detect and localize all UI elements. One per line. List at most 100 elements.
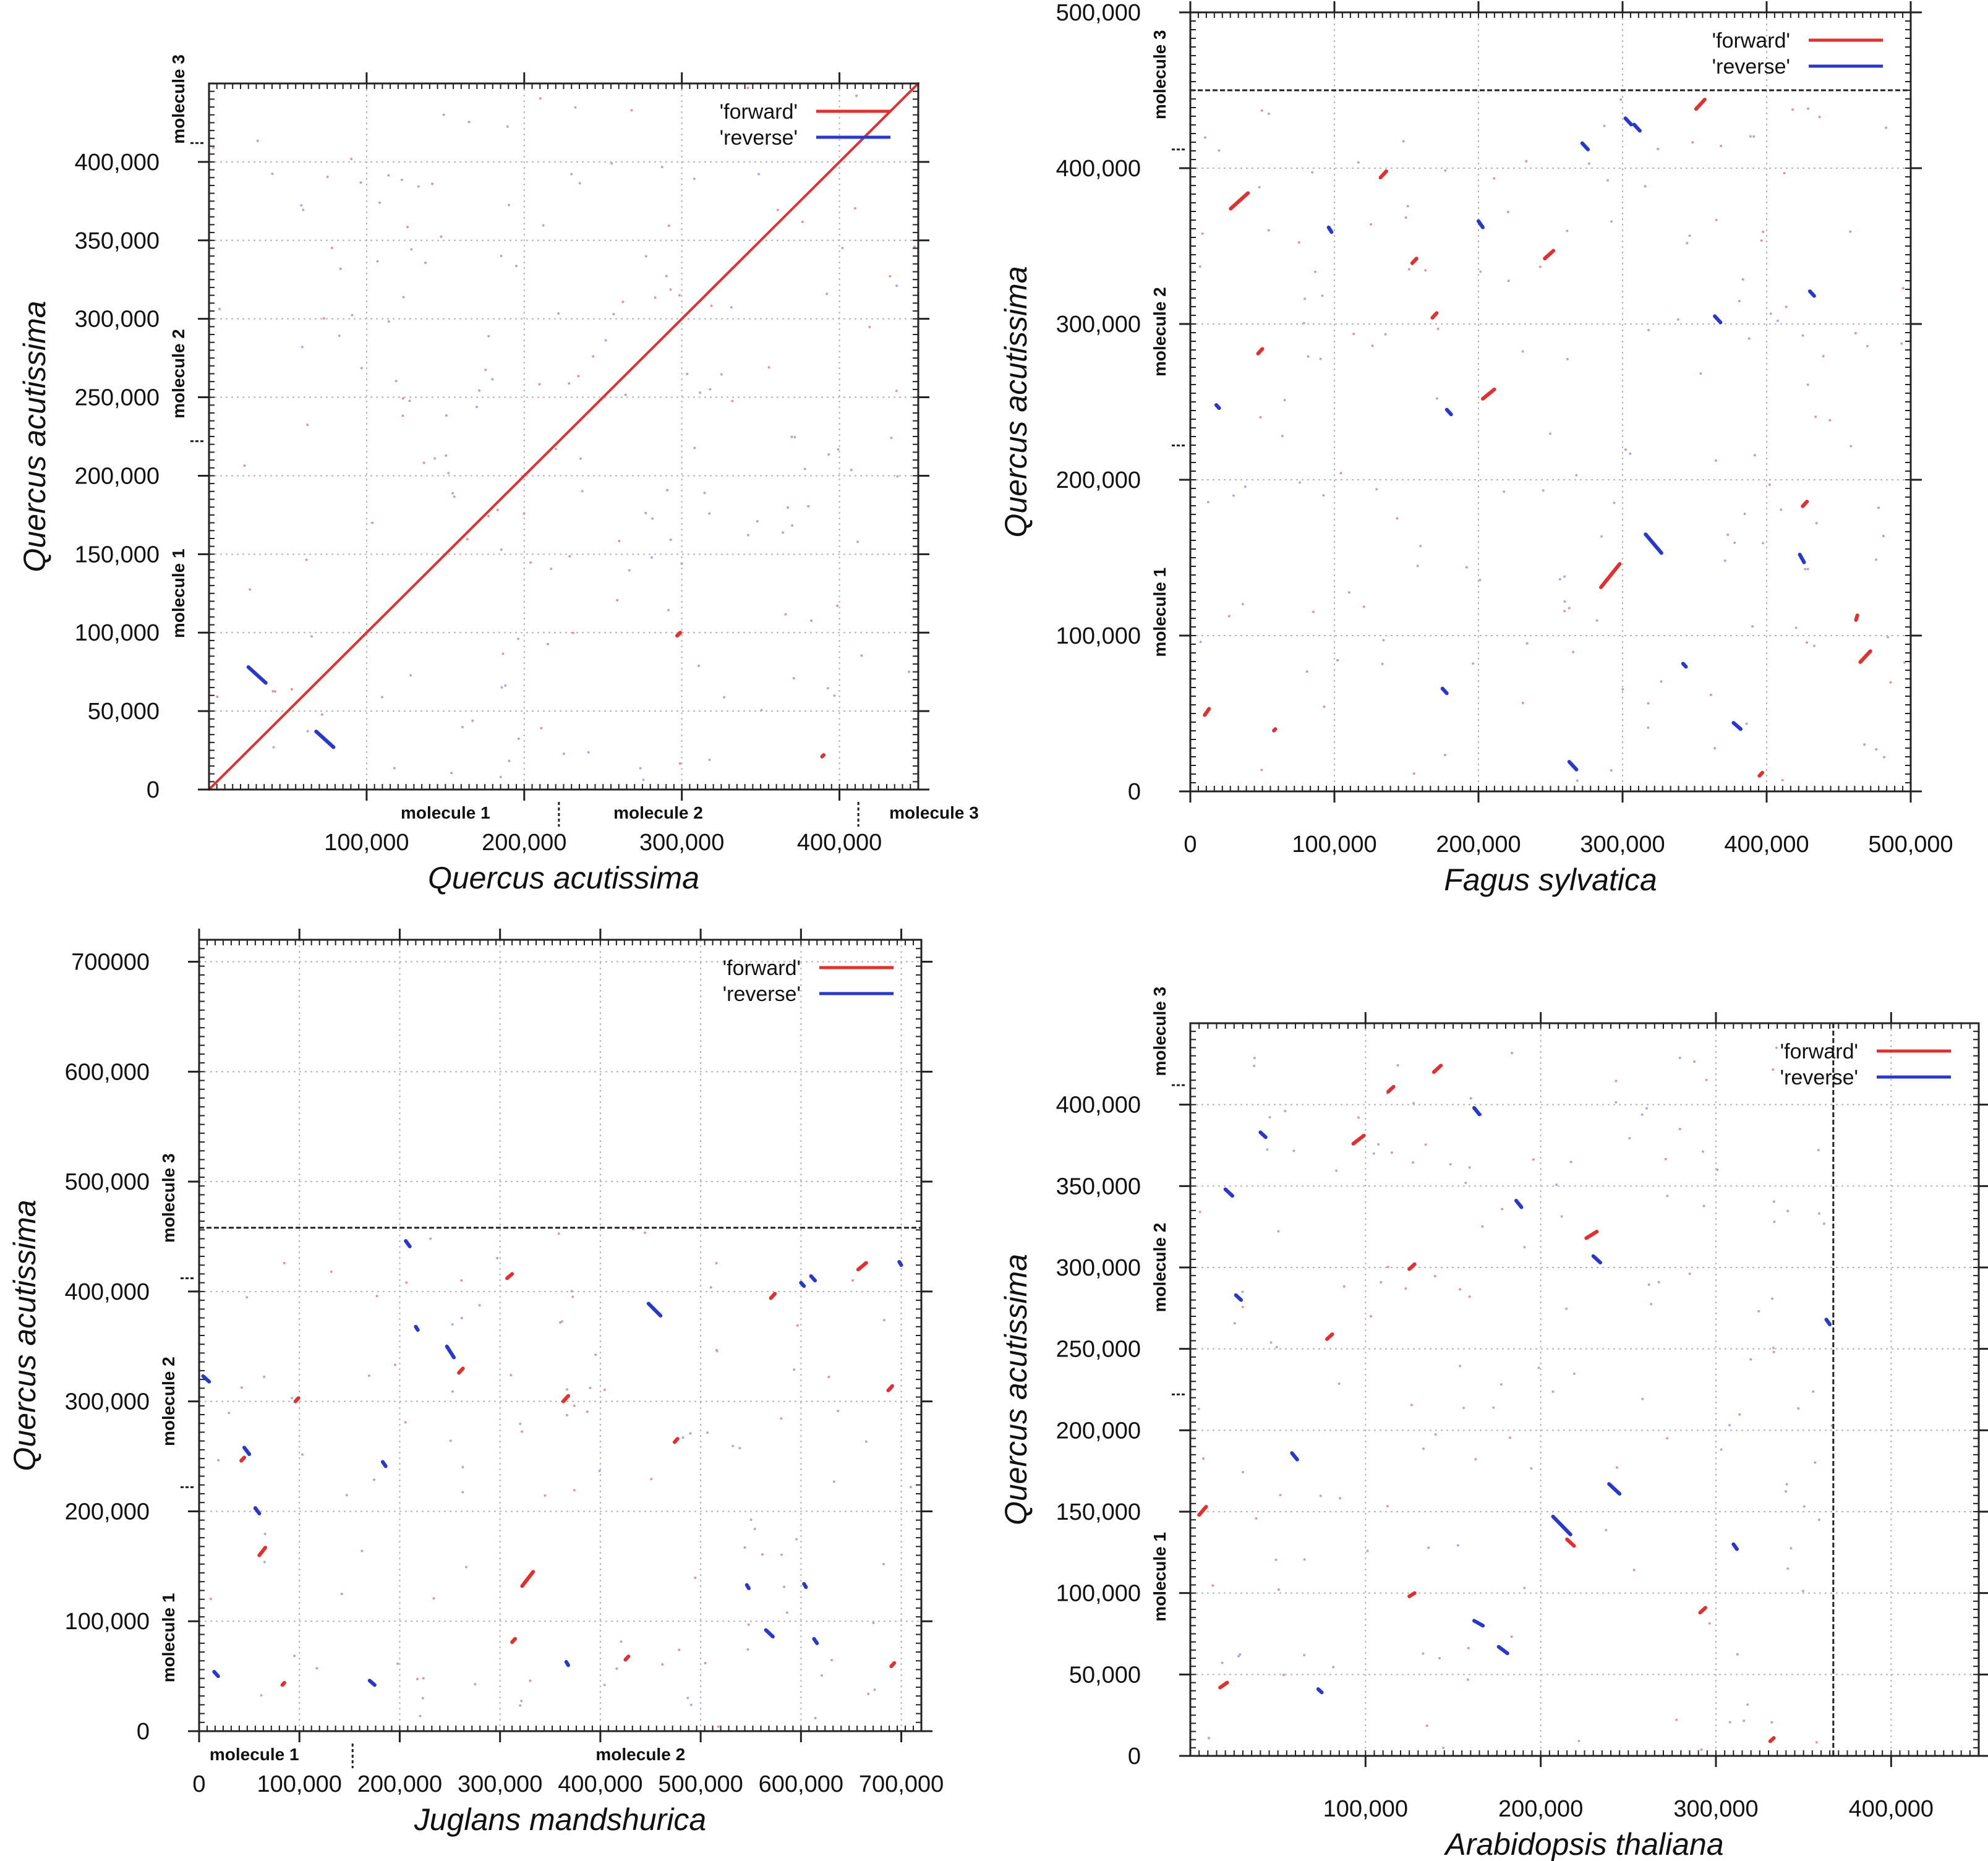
noise-dot <box>1713 747 1717 750</box>
noise-dot <box>1303 1653 1306 1656</box>
forward-match-segment <box>820 753 826 759</box>
x-tick-label: 300,000 <box>1673 1796 1758 1822</box>
noise-dot <box>568 555 571 558</box>
noise-dot <box>1812 1390 1815 1393</box>
forward-match-segment <box>1378 169 1388 180</box>
noise-dot <box>1464 1182 1467 1185</box>
reverse-match-segment <box>1567 760 1579 772</box>
noise-dot <box>1647 1283 1650 1286</box>
x-tick-label: 300,000 <box>458 1771 542 1797</box>
forward-match-segment <box>856 1261 868 1272</box>
noise-dot <box>1621 688 1624 691</box>
noise-dot <box>499 775 502 778</box>
y-tick-label: 500,000 <box>65 1169 150 1195</box>
noise-dot <box>1772 1068 1775 1071</box>
noise-dot <box>1549 432 1552 435</box>
noise-dot <box>1641 1397 1644 1400</box>
noise-dot <box>1277 1230 1280 1233</box>
reverse-match-segment <box>1472 1619 1485 1628</box>
noise-dot <box>478 389 481 392</box>
forward-match-segment <box>675 631 683 638</box>
noise-dot <box>1382 639 1385 642</box>
reverse-match-segment <box>1316 1687 1324 1695</box>
noise-dot <box>375 1295 378 1298</box>
noise-dot <box>1762 231 1765 234</box>
noise-dot <box>245 1296 249 1299</box>
noise-dot <box>1882 756 1885 759</box>
noise-dot <box>776 208 779 211</box>
noise-dot <box>1600 535 1603 538</box>
noise-dot <box>565 1388 568 1391</box>
noise-dot <box>360 367 363 370</box>
forward-match-segment <box>1694 98 1707 111</box>
noise-dot <box>501 652 505 655</box>
noise-dot <box>1459 1288 1462 1291</box>
noise-dot <box>1260 109 1263 112</box>
noise-dot <box>410 248 413 251</box>
noise-dot <box>1709 693 1712 696</box>
noise-dot <box>273 690 276 693</box>
noise-dot <box>1436 397 1439 400</box>
forward-match-segment <box>1203 707 1211 717</box>
forward-match-segment <box>1858 649 1872 664</box>
noise-dot <box>1576 779 1579 782</box>
noise-dot <box>1572 650 1575 654</box>
noise-dot <box>1436 327 1440 330</box>
legend-label: 'forward' <box>723 956 801 980</box>
noise-dot <box>1321 294 1324 297</box>
noise-dot <box>825 292 829 296</box>
noise-dot <box>1558 577 1561 581</box>
noise-dot <box>1900 342 1903 345</box>
noise-dot <box>836 604 839 607</box>
noise-dot <box>598 1470 601 1473</box>
noise-dot <box>1305 670 1308 673</box>
reverse-match-segment <box>812 1637 819 1645</box>
noise-dot <box>1741 278 1744 281</box>
noise-dot <box>401 414 404 417</box>
noise-dot <box>827 453 830 456</box>
noise-dot <box>785 1611 788 1614</box>
noise-dot <box>661 1663 664 1666</box>
noise-dot <box>1198 1211 1201 1214</box>
noise-dot <box>753 1527 756 1530</box>
y-tick-label: 200,000 <box>65 1499 150 1525</box>
forward-match-segment <box>293 1396 301 1403</box>
noise-dot <box>517 637 520 641</box>
noise-dot <box>1720 1448 1723 1451</box>
noise-dot <box>445 454 448 457</box>
noise-dot <box>1791 108 1794 111</box>
panel-bottom-right: 100,000 200,000 300,000 400,000 0 50,000 100,0… <box>999 987 1988 1861</box>
noise-dot <box>1377 1143 1380 1146</box>
reverse-match-segment <box>1644 532 1663 555</box>
noise-dot <box>644 1231 647 1234</box>
panel-top-right: 0 100,000 200,000 300,000 400,000 500,000 0 100… <box>999 0 1953 897</box>
noise-dot <box>211 147 215 150</box>
noise-dot <box>1772 1347 1775 1350</box>
noise-dot <box>1267 113 1270 116</box>
noise-dot <box>544 1494 547 1497</box>
noise-dot <box>717 1725 720 1728</box>
noise-dot <box>801 220 804 223</box>
noise-dot <box>686 372 689 375</box>
reverse-match-segment <box>1713 314 1723 325</box>
noise-dot <box>791 524 794 527</box>
noise-dot <box>1572 1372 1576 1375</box>
noise-dot <box>1202 1457 1205 1460</box>
noise-dot <box>1227 615 1231 618</box>
noise-dot <box>720 373 723 376</box>
y-tick-label: 100,000 <box>65 1609 150 1635</box>
noise-dot <box>1404 216 1407 219</box>
noise-dot <box>1523 1246 1526 1249</box>
noise-dot <box>1303 297 1307 300</box>
noise-dot <box>1269 1341 1273 1344</box>
noise-dot <box>1818 116 1821 119</box>
noise-dot <box>1319 1494 1322 1497</box>
noise-dot <box>573 1489 576 1492</box>
noise-dot <box>1390 1151 1393 1154</box>
noise-dot <box>1903 661 1906 664</box>
noise-dot <box>680 562 683 565</box>
noise-dot <box>1715 218 1718 221</box>
noise-dot <box>1823 1222 1826 1225</box>
x-tick-label: 100,000 <box>1292 832 1376 858</box>
noise-dot <box>853 207 856 210</box>
